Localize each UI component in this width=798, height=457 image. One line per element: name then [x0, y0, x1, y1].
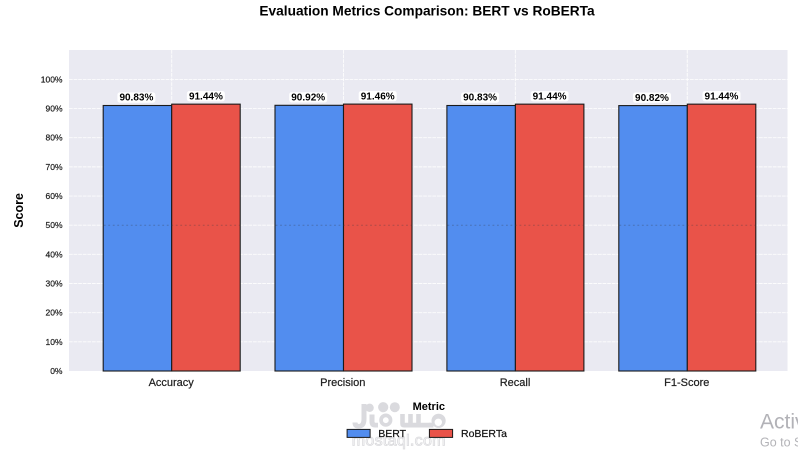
svg-text:90.83%: 90.83%: [463, 93, 497, 104]
svg-text:90.92%: 90.92%: [291, 93, 325, 104]
svg-text:Precision: Precision: [320, 377, 365, 389]
svg-text:Go to Settings: Go to Settings: [760, 435, 798, 449]
svg-text:BERT: BERT: [378, 428, 406, 440]
svg-text:90.82%: 90.82%: [635, 93, 669, 104]
svg-text:mostaql.com: mostaql.com: [352, 432, 446, 449]
svg-text:50%: 50%: [45, 220, 62, 230]
svg-text:Evaluation Metrics Comparison:: Evaluation Metrics Comparison: BERT vs R…: [259, 4, 595, 19]
svg-text:70%: 70%: [45, 162, 62, 172]
svg-text:90.83%: 90.83%: [119, 93, 153, 104]
svg-text:20%: 20%: [45, 308, 62, 318]
svg-text:91.44%: 91.44%: [533, 91, 567, 102]
svg-text:Metric: Metric: [413, 401, 445, 413]
svg-text:91.44%: 91.44%: [189, 91, 223, 102]
svg-text:30%: 30%: [45, 279, 62, 289]
svg-text:100%: 100%: [41, 74, 63, 84]
svg-text:Activate W: Activate W: [760, 410, 798, 433]
svg-text:Score: Score: [12, 193, 26, 228]
svg-text:91.44%: 91.44%: [705, 91, 739, 102]
svg-text:90%: 90%: [45, 104, 62, 114]
svg-text:Accuracy: Accuracy: [149, 377, 195, 389]
svg-text:RoBERTa: RoBERTa: [461, 428, 507, 440]
svg-text:10%: 10%: [45, 337, 62, 347]
svg-text:Recall: Recall: [500, 377, 531, 389]
svg-text:91.46%: 91.46%: [361, 91, 395, 102]
svg-text:F1-Score: F1-Score: [664, 377, 709, 389]
svg-text:60%: 60%: [45, 191, 62, 201]
svg-text:0%: 0%: [50, 366, 63, 376]
svg-text:40%: 40%: [45, 249, 62, 259]
svg-text:80%: 80%: [45, 133, 62, 143]
